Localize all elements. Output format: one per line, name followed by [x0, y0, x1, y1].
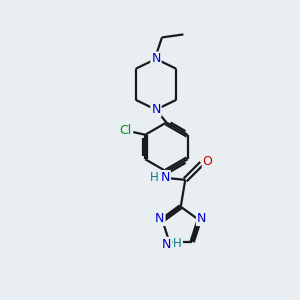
Text: H: H: [173, 237, 182, 250]
Text: N: N: [151, 103, 161, 116]
Text: H: H: [150, 171, 159, 184]
Text: Cl: Cl: [119, 124, 131, 137]
Text: N: N: [155, 212, 165, 225]
Text: N: N: [151, 52, 161, 65]
Text: N: N: [162, 238, 171, 251]
Text: N: N: [197, 212, 206, 225]
Text: O: O: [203, 154, 213, 167]
Text: N: N: [160, 171, 170, 184]
